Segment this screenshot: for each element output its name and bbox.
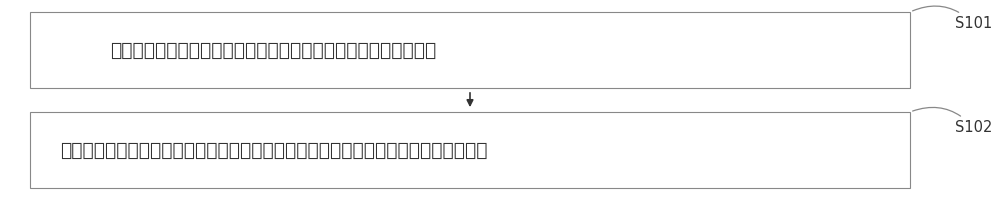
Text: 分别获取待识别站点所针对所属区域内所有中央协调器的评分组。: 分别获取待识别站点所针对所属区域内所有中央协调器的评分组。 <box>110 40 436 60</box>
Text: S101: S101 <box>913 6 992 31</box>
Text: S102: S102 <box>913 107 992 136</box>
Text: 基于所有评分组通过预设识别方式获取识别结果，并将识别结果返给所有中央协调器。: 基于所有评分组通过预设识别方式获取识别结果，并将识别结果返给所有中央协调器。 <box>60 140 488 160</box>
Bar <box>30 112 910 188</box>
Bar <box>30 12 910 88</box>
